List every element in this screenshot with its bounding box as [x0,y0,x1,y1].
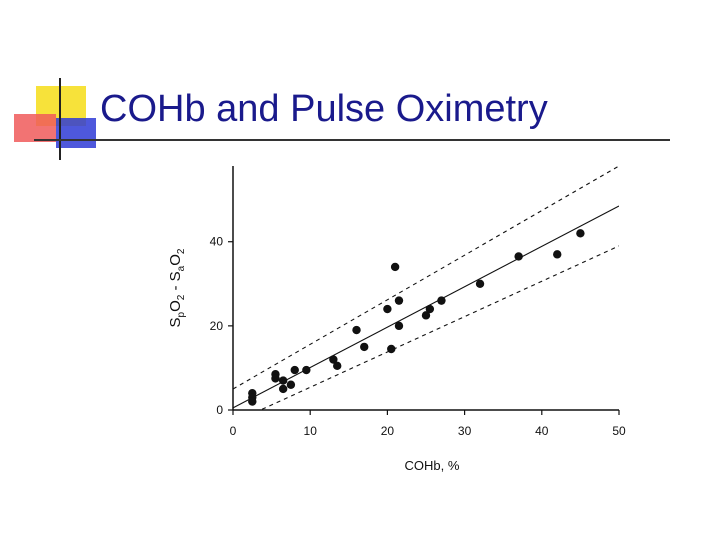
x-tick-label: 0 [230,424,237,438]
title-decoration [14,78,670,160]
data-point [278,376,288,385]
y-axis-label: SpO2 - SaO2 [167,248,187,327]
data-point [425,304,435,314]
x-tick-label: 50 [612,424,626,438]
page-title: COHb and Pulse Oximetry [100,88,548,130]
data-point [278,384,288,394]
data-point [576,229,585,238]
x-tick-label: 40 [535,424,549,438]
x-axis-label: COHb, % [405,458,460,473]
data-point [383,304,392,314]
data-point [286,380,296,389]
data-point [387,344,396,354]
data-point [437,296,446,305]
data-point [553,250,562,259]
data-point [360,342,369,352]
regression-line [233,205,619,409]
y-axis-label-text: SpO2 - SaO2 [167,248,187,327]
lower-confidence-line [259,245,619,410]
y-tick-label: 40 [210,235,224,249]
x-tick-label: 30 [458,424,472,438]
chart-layer: 0 10 20 30 40 50 0 20 40 [210,166,626,438]
decor-red-square [14,114,56,142]
data-point [421,311,431,320]
data-point [394,321,404,331]
data-point [352,325,361,335]
x-tick-label: 20 [381,424,395,438]
data-point [302,365,311,375]
data-point [390,262,400,272]
data-point [329,355,338,364]
data-point [394,296,404,305]
upper-confidence-line [233,166,619,390]
decor-blue-square [56,118,96,148]
y-tick-label: 0 [216,403,223,417]
y-tick-label: 20 [210,319,224,333]
data-point [333,361,342,371]
data-point [271,374,280,383]
data-point [248,397,257,406]
data-point [290,365,299,375]
x-tick-label: 10 [304,424,318,438]
data-point [475,279,485,288]
data-point [514,252,523,261]
